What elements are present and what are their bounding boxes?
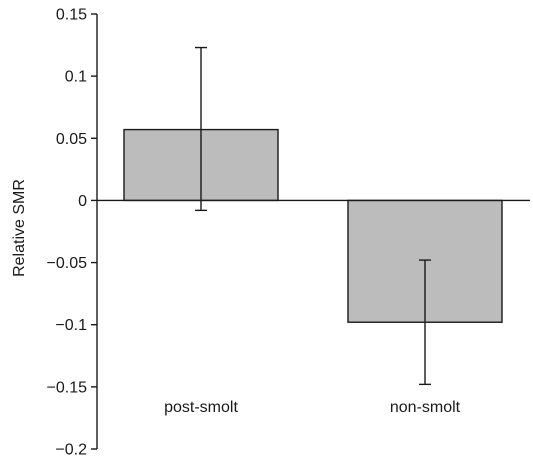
y-axis: 0.15 0.1 0.05 0 −0.05 −0.1 −0.15 −0.2 [47, 7, 98, 458]
y-tick-label: 0.15 [56, 7, 87, 24]
y-tick-label: −0.15 [47, 379, 88, 396]
y-tick-label: −0.1 [55, 317, 87, 334]
error-bars [195, 46, 431, 386]
category-labels: post-smolt non-smolt [164, 399, 461, 416]
y-tick-label: −0.2 [55, 442, 87, 458]
y-tick-label: 0 [78, 193, 87, 210]
bars [123, 128, 503, 323]
y-axis-title: Relative SMR [11, 179, 28, 277]
category-label: post-smolt [164, 399, 238, 416]
y-tick-label: 0.05 [56, 131, 87, 148]
y-tick-label: 0.1 [65, 69, 87, 86]
y-tick-label: −0.05 [47, 255, 88, 272]
category-label: non-smolt [390, 399, 461, 416]
